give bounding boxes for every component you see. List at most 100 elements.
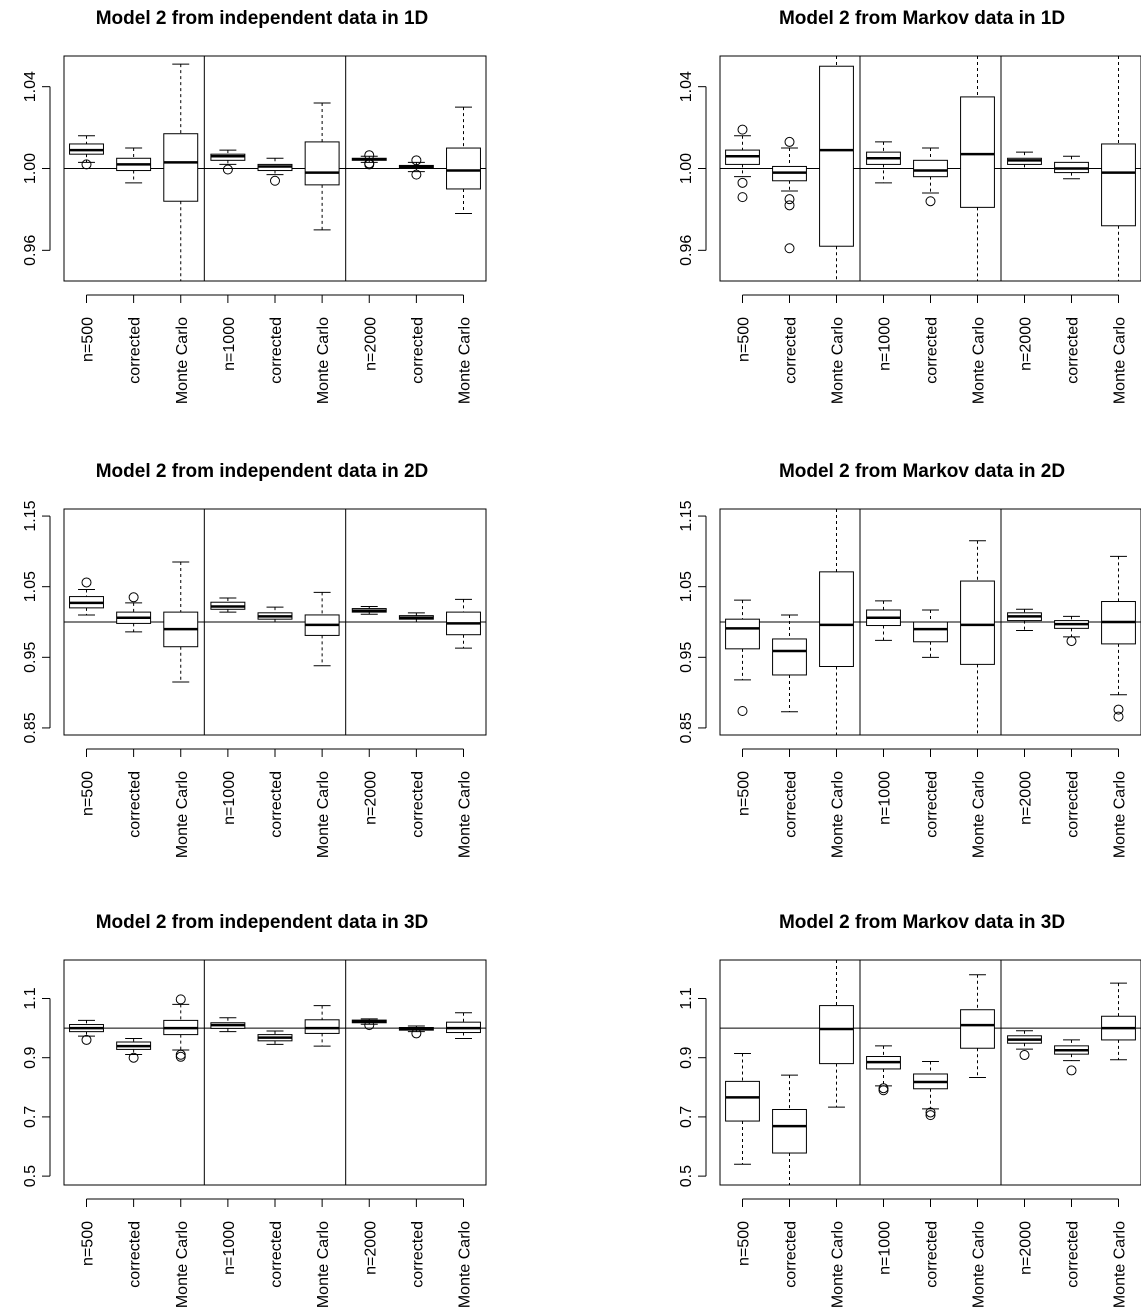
x-category-label: Monte Carlo xyxy=(174,317,191,404)
iqr-box xyxy=(913,159,948,178)
x-category-label: n=2000 xyxy=(1018,317,1035,371)
x-category-label: corrected xyxy=(409,771,426,838)
chart-title: Model 2 from Markov data in 3D xyxy=(779,912,1065,933)
x-category-label: n=1000 xyxy=(221,317,238,371)
boxplot-8 xyxy=(1054,615,1089,647)
outlier-point xyxy=(784,194,795,205)
outlier-point xyxy=(1113,704,1124,715)
y-tick-label: 1.05 xyxy=(678,571,695,602)
iqr-box xyxy=(960,1009,995,1049)
chart-title: Model 2 from independent data in 3D xyxy=(96,912,429,933)
x-category-label: Monte Carlo xyxy=(457,317,474,404)
y-tick-label: 0.85 xyxy=(22,712,39,743)
y-tick-label: 1.15 xyxy=(678,500,695,531)
iqr-box xyxy=(304,141,340,186)
iqr-box xyxy=(163,133,199,202)
y-tick-label: 0.5 xyxy=(22,1165,39,1187)
boxplot-3 xyxy=(163,63,199,282)
boxplot-9 xyxy=(446,1012,481,1039)
outlier-point xyxy=(411,155,422,166)
boxplot-4 xyxy=(866,1045,901,1096)
boxplot-8 xyxy=(398,155,434,180)
outlier-point xyxy=(784,136,795,147)
boxplot-8 xyxy=(1054,1039,1089,1076)
boxplot-5 xyxy=(913,609,948,658)
iqr-box xyxy=(725,618,760,650)
boxplot-7 xyxy=(351,1018,387,1031)
chart-title: Model 2 from Markov data in 1D xyxy=(779,8,1065,29)
boxplot-6 xyxy=(960,55,995,282)
x-category-label: corrected xyxy=(783,1221,800,1288)
boxplot-9 xyxy=(1101,55,1136,282)
x-category-label: corrected xyxy=(1065,1221,1082,1288)
outlier-point xyxy=(81,159,92,170)
boxplot-7 xyxy=(351,605,387,615)
x-category-label: Monte Carlo xyxy=(457,1221,474,1308)
y-tick-label: 0.9 xyxy=(678,1046,695,1068)
boxplot-7 xyxy=(351,150,387,170)
boxplot-7 xyxy=(1007,1030,1042,1061)
x-category-label: Monte Carlo xyxy=(971,317,988,404)
x-category-label: corrected xyxy=(924,771,941,838)
x-category-label: corrected xyxy=(1065,771,1082,838)
y-tick-label: 1.04 xyxy=(678,71,695,102)
x-category-label: corrected xyxy=(924,1221,941,1288)
plot-frame xyxy=(63,959,487,1186)
y-tick-label: 0.7 xyxy=(678,1106,695,1128)
x-category-label: n=2000 xyxy=(362,771,379,825)
boxplot-1 xyxy=(69,1019,104,1045)
boxplot-5 xyxy=(913,147,948,207)
chart-panel-1: Model 2 from independent data in 1D 0.96 1… xyxy=(22,8,487,404)
x-category-label: corrected xyxy=(268,317,285,384)
boxplot-5 xyxy=(257,157,293,186)
outlier-point xyxy=(878,1085,889,1096)
boxplot-5 xyxy=(913,1061,948,1121)
boxplot-3 xyxy=(819,508,854,736)
outlier-point xyxy=(784,243,795,254)
boxplot-8 xyxy=(1054,155,1089,180)
boxplot-9 xyxy=(1101,982,1136,1061)
outlier-point xyxy=(737,705,748,716)
outlier-point xyxy=(81,577,92,588)
x-category-label: corrected xyxy=(268,771,285,838)
outlier-point xyxy=(925,1107,936,1118)
boxplot-1 xyxy=(69,135,104,170)
outlier-point xyxy=(925,1110,936,1121)
outlier-point xyxy=(784,200,795,211)
boxplot-8 xyxy=(398,612,434,623)
x-category-label: n=1000 xyxy=(221,771,238,825)
chart-panel-6: Model 2 from Markov data in 3D 0.5 0.7 0.9 1… xyxy=(678,912,1141,1308)
boxplot-6 xyxy=(304,102,340,231)
outlier-point xyxy=(737,177,748,188)
x-category-label: n=500 xyxy=(736,771,753,816)
boxplot-6 xyxy=(960,974,995,1079)
x-category-label: Monte Carlo xyxy=(830,771,847,858)
boxplot-7 xyxy=(1007,608,1042,631)
iqr-box xyxy=(725,1080,760,1122)
iqr-box xyxy=(819,571,854,667)
outlier-point xyxy=(364,1020,375,1031)
boxplot-9 xyxy=(446,598,481,649)
chart-title: Model 2 from Markov data in 2D xyxy=(779,461,1065,482)
x-category-label: n=2000 xyxy=(362,317,379,371)
x-category-label: Monte Carlo xyxy=(1112,317,1129,404)
outlier-point xyxy=(222,164,233,175)
boxplot-2 xyxy=(772,136,807,254)
iqr-box xyxy=(960,96,995,208)
chart-title: Model 2 from independent data in 1D xyxy=(96,8,429,29)
outlier-point xyxy=(1113,711,1124,722)
outlier-point xyxy=(878,1083,889,1094)
outlier-point xyxy=(81,1034,92,1045)
outlier-point xyxy=(1019,1050,1030,1061)
y-tick-label: 1.04 xyxy=(22,71,39,102)
x-category-label: n=1000 xyxy=(221,1221,238,1275)
x-category-label: Monte Carlo xyxy=(1112,1221,1129,1308)
y-tick-label: 1.00 xyxy=(678,153,695,184)
x-category-label: n=2000 xyxy=(1018,1221,1035,1275)
boxplot-3 xyxy=(819,959,854,1108)
y-tick-label: 1.05 xyxy=(22,571,39,602)
outlier-point xyxy=(175,1051,186,1062)
iqr-box xyxy=(819,65,854,247)
boxplot-7 xyxy=(1007,151,1042,169)
x-category-label: n=500 xyxy=(80,317,97,362)
